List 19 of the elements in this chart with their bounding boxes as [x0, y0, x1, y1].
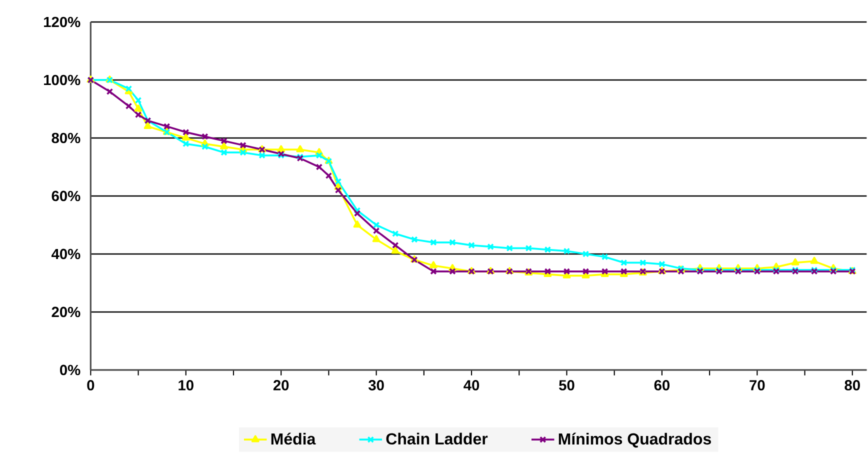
- y-tick-label: 120%: [44, 16, 80, 28]
- y-tick-label: 20%: [52, 306, 80, 318]
- x-tick-label: 60: [654, 380, 670, 390]
- x-tick-label: 40: [464, 380, 480, 390]
- legend-label: Mínimos Quadrados: [558, 432, 711, 448]
- x-tick-label: 30: [368, 380, 384, 390]
- y-tick-label: 40%: [52, 248, 80, 260]
- y-tick-label: 80%: [52, 132, 80, 144]
- x-tick-label: 10: [178, 380, 194, 390]
- x-tick-label: 0: [87, 380, 94, 390]
- y-tick-label: 60%: [52, 190, 80, 202]
- x-tick-label: 50: [559, 380, 574, 390]
- x-tick-label: 80: [844, 380, 860, 390]
- legend-label: Média: [271, 432, 316, 445]
- x-tick-label: 70: [750, 380, 765, 390]
- legend-label: Chain Ladder: [386, 432, 488, 445]
- y-tick-label: 0%: [60, 364, 80, 376]
- y-tick-label: 100%: [44, 74, 80, 86]
- x-tick-label: 20: [273, 380, 289, 390]
